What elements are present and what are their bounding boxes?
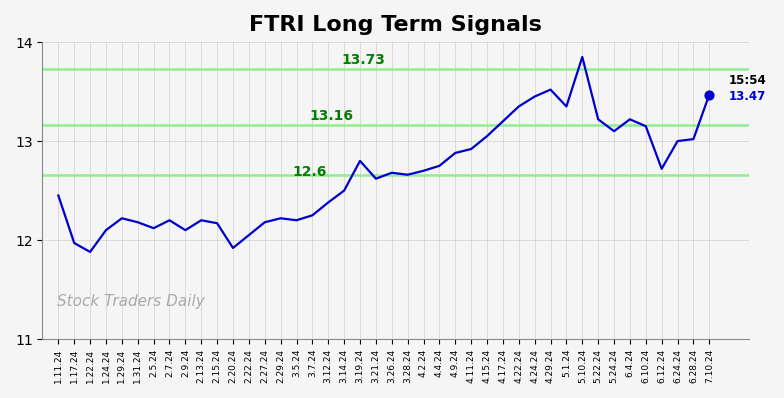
Point — [703, 92, 716, 98]
Title: FTRI Long Term Signals: FTRI Long Term Signals — [249, 15, 543, 35]
Text: 15:54: 15:54 — [728, 74, 766, 87]
Text: 13.73: 13.73 — [342, 53, 386, 67]
Text: 13.16: 13.16 — [309, 109, 353, 123]
Text: 13.47: 13.47 — [728, 90, 766, 103]
Text: 12.6: 12.6 — [292, 165, 327, 179]
Text: Stock Traders Daily: Stock Traders Daily — [56, 295, 205, 309]
